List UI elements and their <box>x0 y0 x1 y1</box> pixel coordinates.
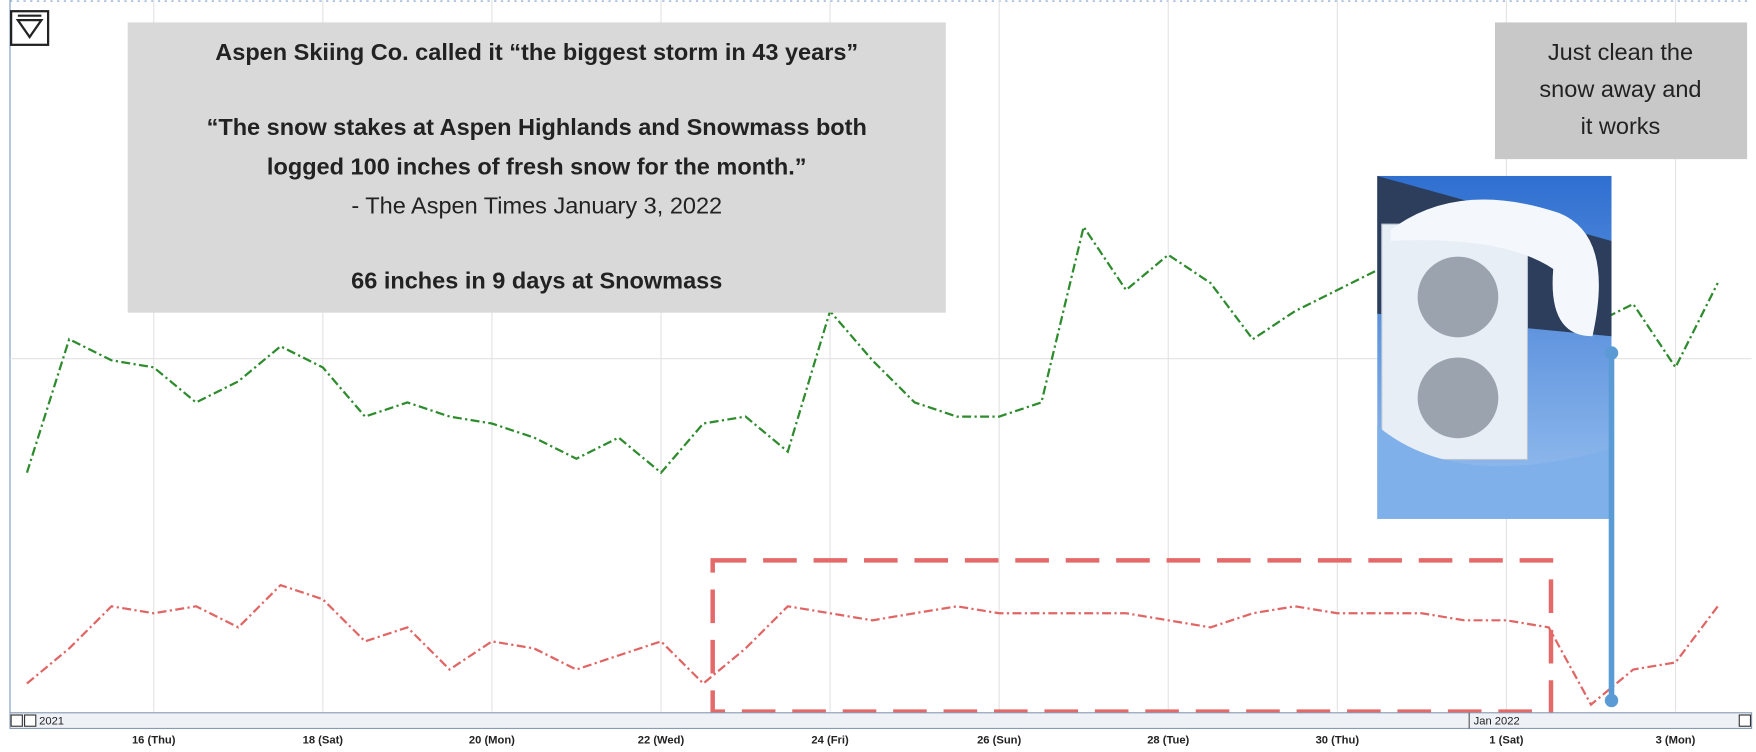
x-tick-label: 24 (Fri) <box>811 735 849 747</box>
callout-text: Just clean the <box>1548 39 1693 65</box>
x-tick-label: 16 (Thu) <box>132 735 176 747</box>
chart: Aspen Skiing Co. called it “the biggest … <box>0 0 1756 752</box>
period-label: 2021 <box>39 716 64 728</box>
x-tick-label: 28 (Tue) <box>1147 735 1189 747</box>
x-tick-label: 22 (Wed) <box>638 735 685 747</box>
x-tick-label: 20 (Mon) <box>469 735 515 747</box>
highlight-box <box>713 560 1551 711</box>
series-line <box>27 585 1718 704</box>
annotation-source: - The Aspen Times January 3, 2022 <box>351 193 722 219</box>
x-tick-label: 30 (Thu) <box>1316 735 1360 747</box>
x-tick-label: 26 (Sun) <box>977 735 1021 747</box>
pointer-dot <box>1605 346 1618 359</box>
annotation: logged 100 inches of fresh snow for the … <box>267 153 807 179</box>
page: {"chart_data": {"type": "line", "x": [14… <box>0 0 1756 752</box>
photo <box>1377 176 1611 519</box>
x-tick-label: 1 (Sat) <box>1489 735 1523 747</box>
x-tick-label: 18 (Sat) <box>303 735 344 747</box>
scroll-prev[interactable] <box>25 715 36 726</box>
scroll-first[interactable] <box>11 715 22 726</box>
period-label: Jan 2022 <box>1474 716 1520 728</box>
callout-text: snow away and <box>1539 76 1701 102</box>
pointer-dot <box>1605 694 1618 707</box>
callout-text: it works <box>1581 113 1661 139</box>
x-tick-label: 3 (Mon) <box>1656 735 1696 747</box>
annotation: 66 inches in 9 days at Snowmass <box>351 268 722 294</box>
annotation: Aspen Skiing Co. called it “the biggest … <box>215 39 858 65</box>
annotation: “The snow stakes at Aspen Highlands and … <box>207 114 867 140</box>
scroll-next[interactable] <box>1739 715 1750 726</box>
